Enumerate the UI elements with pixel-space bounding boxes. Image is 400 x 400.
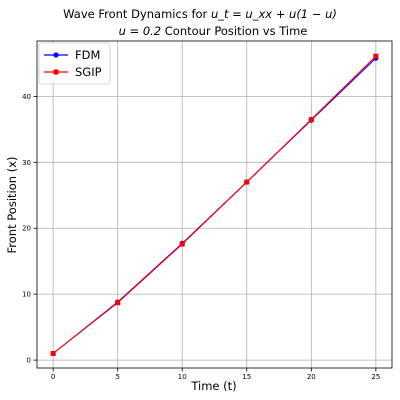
series-layer bbox=[50, 53, 379, 357]
data-point-sgip bbox=[115, 300, 121, 306]
y-tick-label: 20 bbox=[22, 225, 31, 233]
x-tick-label: 25 bbox=[371, 373, 380, 381]
x-tick-label: 5 bbox=[115, 373, 119, 381]
series-line-sgip bbox=[52, 55, 377, 354]
legend-sgip-marker bbox=[53, 69, 59, 75]
x-tick-label: 20 bbox=[307, 373, 316, 381]
x-axis-label: Time (t) bbox=[190, 379, 236, 393]
x-tick-label: 10 bbox=[178, 373, 187, 381]
y-tick-label: 0 bbox=[27, 357, 31, 365]
data-point-sgip bbox=[50, 350, 56, 356]
legend: FDM SGIP bbox=[38, 42, 111, 85]
data-point-sgip bbox=[244, 179, 250, 185]
legend-sgip-label: SGIP bbox=[75, 65, 102, 79]
grid bbox=[37, 41, 392, 368]
data-point-sgip bbox=[373, 53, 379, 59]
x-tick-label: 15 bbox=[242, 373, 251, 381]
y-tick-label: 30 bbox=[22, 159, 31, 167]
chart-title-line-1: Wave Front Dynamics for u_t = u_xx + u(1… bbox=[63, 7, 337, 21]
legend-fdm-marker bbox=[53, 52, 59, 58]
plot-area-frame bbox=[36, 40, 393, 369]
y-tick-label: 10 bbox=[22, 291, 31, 299]
x-tick-label: 0 bbox=[51, 373, 55, 381]
y-axis-label: Front Position (x) bbox=[5, 157, 19, 254]
chart-title-line-2: u = 0.2 Contour Position vs Time bbox=[119, 24, 308, 38]
ticks: 0 5 10 15 20 25 0 10 20 30 40 bbox=[22, 93, 380, 381]
y-tick-label: 40 bbox=[22, 93, 31, 101]
legend-fdm-label: FDM bbox=[75, 48, 100, 62]
data-point-sgip bbox=[179, 241, 185, 247]
data-point-sgip bbox=[308, 116, 314, 122]
